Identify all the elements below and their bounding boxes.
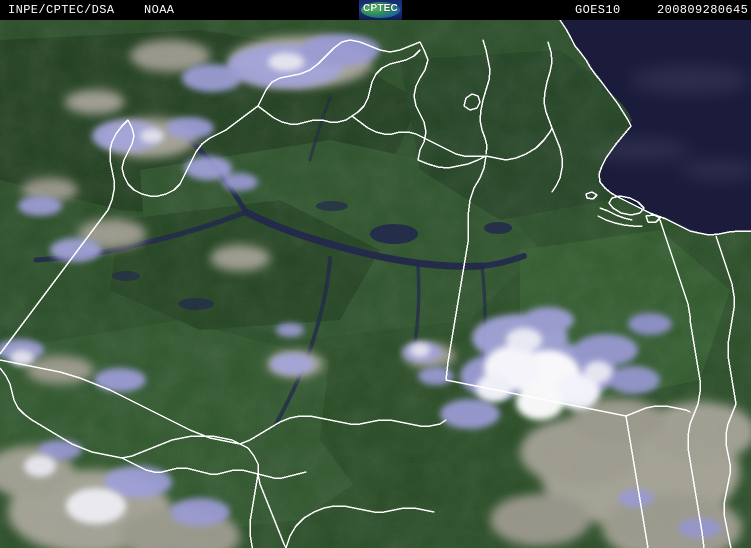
- border-goias-bahia: [723, 403, 737, 548]
- border-maranhao-piaui: [715, 235, 737, 405]
- border-bolivia-brazil: [239, 443, 287, 548]
- header-source-label: NOAA: [144, 3, 175, 17]
- border-bolivia-west: [257, 471, 307, 479]
- border-matogrosso-para: [445, 379, 627, 417]
- border-amazonas-para: [445, 241, 469, 381]
- border-tocantins-west: [625, 415, 649, 548]
- border-matogrosso-south: [285, 505, 435, 548]
- border-para-maranhao: [659, 219, 691, 321]
- border-peru-brazil-acre: [0, 359, 241, 445]
- border-amazonas-south: [121, 435, 241, 459]
- delta-channel-2: [597, 215, 643, 227]
- delta-island-small-2: [585, 191, 598, 200]
- border-guianas-brazil-south: [417, 127, 553, 169]
- border-rondonia-mato-grosso: [239, 415, 447, 445]
- border-colombia-brazil-west: [121, 105, 259, 197]
- border-rondonia-west: [249, 473, 259, 548]
- header-bar: INPE/CPTEC/DSA NOAA CPTEC GOES10 2008092…: [0, 0, 751, 20]
- border-para-east-internal: [625, 405, 691, 417]
- cptec-logo-icon: CPTEC: [359, 0, 402, 20]
- delta-channel-1: [599, 207, 633, 221]
- ocean-cloud-wisps: [590, 66, 751, 180]
- cptec-logo-oval: [361, 2, 400, 18]
- border-colombia-brazil-north: [257, 41, 343, 107]
- coastline-atlantic: [559, 20, 751, 236]
- marajo-island: [608, 195, 645, 216]
- lake-guri: [463, 93, 481, 111]
- border-roraima-para: [351, 49, 421, 117]
- border-guyana-suriname: [479, 39, 491, 155]
- border-acre-bolivia: [121, 457, 259, 475]
- border-overlay: [0, 20, 751, 548]
- border-para-amapa: [551, 127, 563, 193]
- cptec-logo-label: CPTEC: [363, 3, 398, 14]
- border-venezuela-guyana: [413, 41, 429, 161]
- satellite-image-canvas: [0, 20, 751, 548]
- header-institution-label: INPE/CPTEC/DSA: [8, 3, 115, 17]
- header-timestamp-label: 200809280645: [657, 3, 749, 17]
- border-amazonas-roraima: [257, 105, 353, 125]
- border-suriname-frenchguiana: [543, 41, 553, 129]
- border-amazonas-para-north: [351, 115, 487, 157]
- border-tocantins-east: [687, 319, 705, 548]
- delta-island-small: [645, 214, 661, 223]
- border-colombia-peru-river: [0, 119, 129, 355]
- border-para-north-kink: [467, 155, 487, 243]
- goes10-satellite-image: [0, 20, 751, 548]
- header-satellite-label: GOES10: [575, 3, 621, 17]
- border-venezuela-brazil: [341, 39, 421, 53]
- border-acre-south: [0, 367, 123, 459]
